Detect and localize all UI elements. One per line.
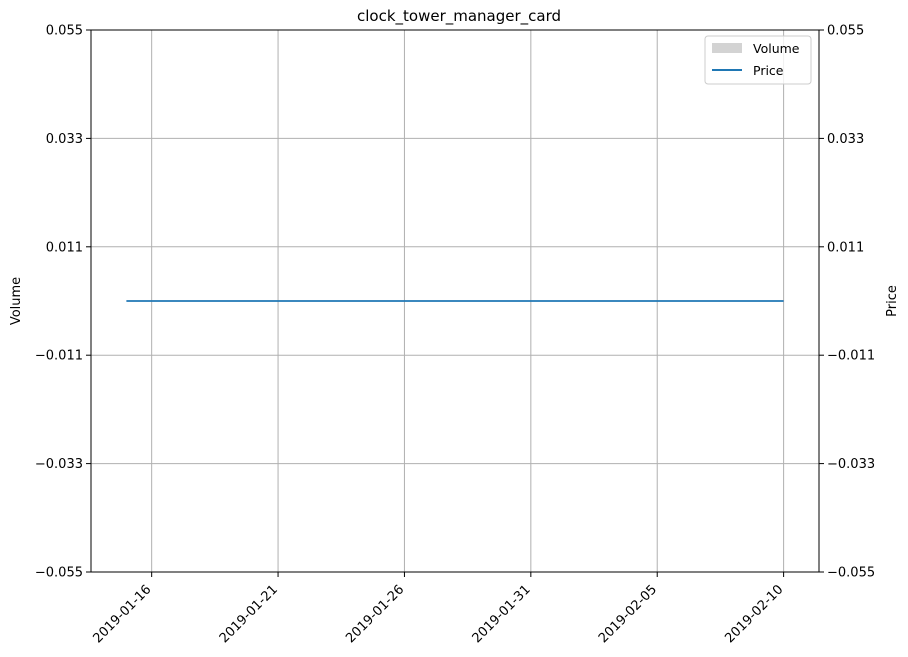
y-tick-label: −0.011 <box>35 349 83 364</box>
x-tick-label: 2019-01-26 <box>343 582 407 646</box>
y-tick-label: −0.055 <box>35 566 83 581</box>
legend-label-price: Price <box>753 63 784 78</box>
plot-frame <box>90 29 820 573</box>
y-tick-label: −0.033 <box>35 457 83 472</box>
right-y-axis: −0.055 −0.033 −0.011 0.011 0.033 0.055 <box>819 24 875 581</box>
y-tick-label: 0.033 <box>46 132 83 147</box>
x-tick-label: 2019-01-31 <box>470 582 534 646</box>
left-y-axis: −0.055 −0.033 −0.011 0.011 0.033 0.055 <box>35 24 91 581</box>
y2-axis-label: Price <box>885 285 900 317</box>
y2-tick-label: 0.033 <box>827 132 864 147</box>
y-axis-label: Volume <box>9 277 24 325</box>
x-tick-label: 2019-01-21 <box>217 582 281 646</box>
y2-tick-label: −0.055 <box>827 566 875 581</box>
legend: Volume Price <box>704 35 812 85</box>
x-tick-label: 2019-01-16 <box>90 582 154 646</box>
y2-tick-label: 0.011 <box>827 240 864 255</box>
y2-tick-label: −0.033 <box>827 457 875 472</box>
chart-title: clock_tower_manager_card <box>357 7 561 26</box>
x-axis: 2019-01-16 2019-01-21 2019-01-26 2019-01-31… <box>90 572 786 646</box>
y2-tick-label: 0.055 <box>827 24 864 39</box>
legend-label-volume: Volume <box>753 41 800 56</box>
legend-swatch-volume <box>712 43 742 53</box>
y2-tick-label: −0.011 <box>827 349 875 364</box>
y-tick-label: 0.055 <box>46 24 83 39</box>
x-tick-label: 2019-02-10 <box>722 582 786 646</box>
y-tick-label: 0.011 <box>46 240 83 255</box>
x-tick-label: 2019-02-05 <box>596 582 660 646</box>
